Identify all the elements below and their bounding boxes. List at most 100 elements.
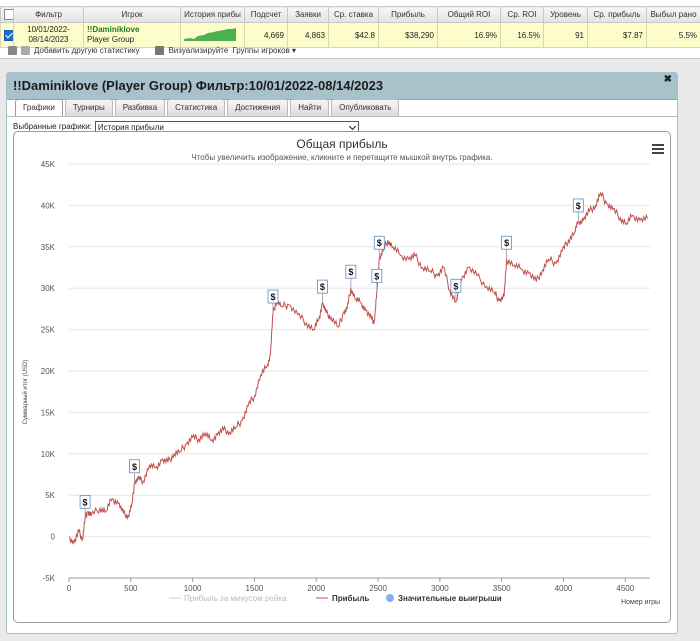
header-early-out[interactable]: Выбыл рано: [646, 6, 700, 23]
y-tick-label: 20K: [41, 367, 56, 376]
player-groups-label: Группы игроков: [232, 45, 290, 55]
filter-date-end: 08/14/2023: [28, 35, 69, 44]
header-count[interactable]: Подсчет: [244, 6, 288, 23]
x-tick-label: 4500: [616, 584, 634, 593]
dollar-flag-icon: [79, 494, 91, 509]
y-tick-label: 40K: [41, 201, 56, 210]
tab-tournaments[interactable]: Турниры: [64, 99, 113, 116]
hamburger-menu-icon[interactable]: [652, 142, 664, 156]
dollar-flag-icon: [572, 198, 584, 213]
chart-grid: [69, 163, 650, 579]
dollar-label: $: [83, 497, 88, 507]
header-avg-roi[interactable]: Ср. ROI: [500, 6, 544, 23]
tab-achievements[interactable]: Достижения: [227, 99, 289, 116]
x-tick-label: 2000: [307, 584, 325, 593]
header-avg-profit[interactable]: Ср. прибыль: [587, 6, 647, 23]
dollar-label: $: [320, 282, 325, 292]
close-icon[interactable]: ✖: [663, 74, 672, 85]
tab-statistics[interactable]: Статистика: [167, 99, 226, 116]
dollar-label: $: [504, 238, 509, 248]
dollar-label: $: [374, 271, 379, 281]
row-checkbox[interactable]: [4, 29, 13, 41]
chart-title: Общая прибыль: [296, 137, 387, 151]
dollar-flag-icon: [501, 235, 513, 250]
x-axis-label: Номер игры: [621, 599, 660, 606]
tab-find[interactable]: Найти: [290, 99, 330, 116]
x-tick-label: 500: [124, 584, 138, 593]
dollar-flag-icon: [373, 235, 385, 250]
count-cell: 4,669: [244, 22, 288, 48]
table-header-row: Фильтр Игрок История прибы Подсчет Заявк…: [0, 6, 700, 23]
player-groups-dropdown[interactable]: Группы игроков ▾: [232, 46, 296, 55]
header-select-all[interactable]: [0, 6, 14, 23]
filter-cell: 10/01/2022- 08/14/2023: [13, 22, 84, 48]
selected-graphs-label: Выбранные графики:: [13, 122, 92, 131]
profit-sparkline: [184, 28, 236, 41]
player-name-link[interactable]: !!Daminiklove: [87, 25, 140, 34]
dollar-flag-icon: [371, 268, 383, 283]
avg-stake-cell: $42.8: [328, 22, 379, 48]
visualize-link[interactable]: Визуализируйте: [168, 45, 229, 55]
y-axis-ticks: -5K 0 5K 10K 15K 20K 25K 30K 35K 40K 45K: [41, 160, 56, 583]
stats-table: Фильтр Игрок История прибы Подсчет Заявк…: [0, 6, 700, 48]
dollar-flag-icon: [267, 289, 279, 304]
x-tick-label: 2500: [369, 584, 387, 593]
copy-icon[interactable]: [21, 45, 30, 55]
tab-breakdown[interactable]: Разбивка: [114, 99, 166, 116]
chart-container[interactable]: Общая прибыль Чтобы увеличить изображени…: [13, 131, 671, 623]
dollar-flag-icon: [450, 278, 462, 293]
total-roi-cell: 16.9%: [437, 22, 501, 48]
image-icon: [155, 45, 165, 55]
player-group-label: Player Group: [87, 35, 135, 44]
y-tick-label: 35K: [41, 243, 56, 252]
filter-date-start: 10/01/2022-: [27, 25, 70, 34]
header-avg-stake[interactable]: Ср. ставка: [328, 6, 379, 23]
y-tick-label: 10K: [41, 450, 56, 459]
profit-history-cell[interactable]: [180, 22, 245, 48]
chart-subtitle: Чтобы увеличить изображение, кликните и …: [191, 153, 492, 162]
table-row[interactable]: 10/01/2022- 08/14/2023 !!Daminiklove Pla…: [0, 22, 700, 48]
dollar-label: $: [377, 238, 382, 248]
legend-bigwins-dot: [386, 594, 394, 602]
legend-rake-label: Прибыль за минусом рейка: [184, 594, 287, 603]
header-entries[interactable]: Заявки: [287, 6, 329, 23]
tab-graphs[interactable]: Графики: [15, 99, 63, 117]
dollar-label: $: [348, 267, 353, 277]
x-tick-label: 1500: [246, 584, 264, 593]
x-axis-ticks: 0 500 1000 1500 2000 2500 3000 3500 4000 4500: [67, 577, 650, 593]
header-profit[interactable]: Прибыль: [378, 6, 438, 23]
dollar-label: $: [576, 201, 581, 211]
profit-line: [68, 191, 648, 546]
y-tick-label: 0: [51, 533, 56, 542]
header-level[interactable]: Уровень: [543, 6, 588, 23]
y-tick-label: 25K: [41, 326, 56, 335]
stats-table-area: Фильтр Игрок История прибы Подсчет Заявк…: [0, 0, 700, 59]
profit-chart[interactable]: Общая прибыль Чтобы увеличить изображени…: [14, 132, 670, 622]
header-player[interactable]: Игрок: [83, 6, 181, 23]
x-tick-label: 3000: [431, 584, 449, 593]
header-filter[interactable]: Фильтр: [13, 6, 84, 23]
chart-legend[interactable]: Прибыль за минусом рейка Прибыль Значитель…: [169, 594, 502, 603]
chart-series: [68, 191, 648, 546]
dollar-flag-icon: [129, 459, 140, 474]
panel-title: !!Daminiklove (Player Group) Фильтр:10/0…: [13, 78, 384, 93]
caret-down-icon: ▾: [292, 45, 297, 55]
legend-bigwins-label: Значительные выигрыши: [398, 594, 502, 603]
header-total-roi[interactable]: Общий ROI: [437, 6, 501, 23]
legend-profit-label: Прибыль: [332, 594, 369, 603]
add-stats-link[interactable]: Добавить другую статистику: [34, 45, 140, 55]
dollar-flag-icon: [317, 279, 328, 294]
y-tick-label: 30K: [41, 284, 56, 293]
profit-cell: $38,290: [378, 22, 438, 48]
trash-icon[interactable]: [8, 45, 17, 55]
level-cell: 91: [543, 22, 588, 48]
avg-roi-cell: 16.5%: [500, 22, 544, 48]
tab-divider: [7, 116, 677, 117]
x-tick-label: 4000: [555, 584, 573, 593]
select-all-checkbox[interactable]: [4, 9, 13, 20]
big-win-markers: $ $ $ $ $ $ $ $ $ $: [79, 198, 584, 519]
table-toolbar: Добавить другую статистику Визуализируйт…: [8, 44, 296, 56]
header-profit-history[interactable]: История прибы: [180, 6, 245, 23]
y-tick-label: 45K: [41, 160, 56, 169]
tab-publish[interactable]: Опубликовать: [331, 99, 400, 116]
